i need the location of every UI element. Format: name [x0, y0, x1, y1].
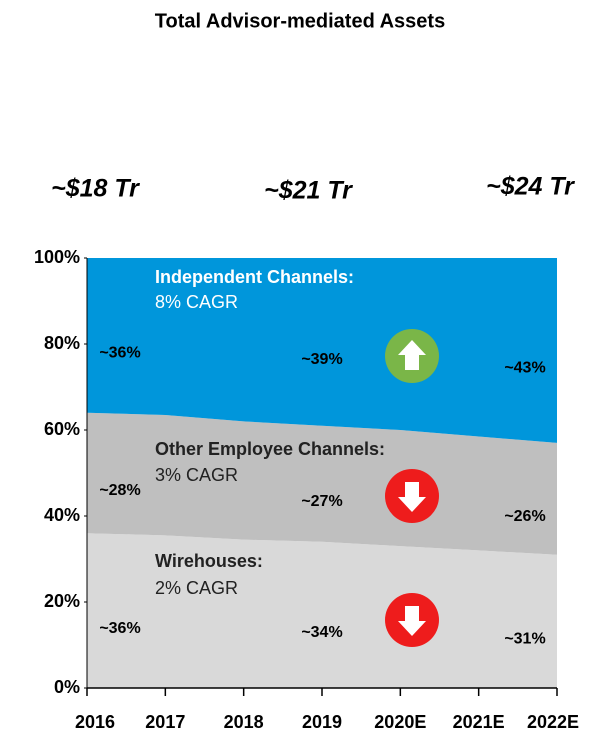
x-tick-label: 2016: [75, 712, 115, 732]
area: [87, 533, 557, 688]
value-label: ~34%: [301, 624, 342, 641]
trend-arrow: [398, 340, 426, 370]
area: [87, 258, 557, 443]
y-tick-label: 0%: [54, 677, 80, 697]
value-label: ~31%: [504, 631, 545, 648]
value-label: ~36%: [99, 345, 140, 362]
value-label: ~43%: [504, 360, 545, 377]
total-annotation: ~$24 Tr: [486, 173, 575, 201]
x-tick-label: 2021E: [453, 712, 505, 732]
x-tick-label: 2020E: [374, 712, 426, 732]
value-label: ~27%: [301, 493, 342, 510]
area: [87, 412, 557, 555]
series-note: 8% CAGR: [155, 292, 238, 312]
series-name: Other Employee Channels:: [155, 439, 385, 459]
total-annotation: ~$18 Tr: [51, 175, 140, 203]
chart-title: Total Advisor-mediated Assets: [155, 10, 445, 32]
y-tick-label: 60%: [44, 419, 80, 439]
series-name: Independent Channels:: [155, 267, 354, 287]
y-tick-label: 100%: [34, 247, 80, 267]
series-name: Wirehouses:: [155, 551, 263, 571]
value-label: ~26%: [504, 508, 545, 525]
x-tick-label: 2018: [224, 712, 264, 732]
overlay: ~36% ~34% ~31% Wirehouses: 2% CAGR ~28% ~27% ~2…: [34, 173, 579, 732]
value-label: ~28%: [99, 482, 140, 499]
trend-arrow: [398, 482, 426, 512]
x-tick-label: 2017: [145, 712, 185, 732]
areas: [87, 258, 557, 688]
y-tick-label: 20%: [44, 591, 80, 611]
series-note: 3% CAGR: [155, 465, 238, 485]
x-tick-label: 2019: [302, 712, 342, 732]
y-tick-label: 80%: [44, 333, 80, 353]
y-tick-label: 40%: [44, 505, 80, 525]
x-tick-label: 2022E: [527, 712, 579, 732]
series-note: 2% CAGR: [155, 578, 238, 598]
value-label: ~36%: [99, 620, 140, 637]
total-annotation: ~$21 Tr: [264, 177, 353, 205]
value-label: ~39%: [301, 351, 342, 368]
trend-arrow: [398, 606, 426, 636]
